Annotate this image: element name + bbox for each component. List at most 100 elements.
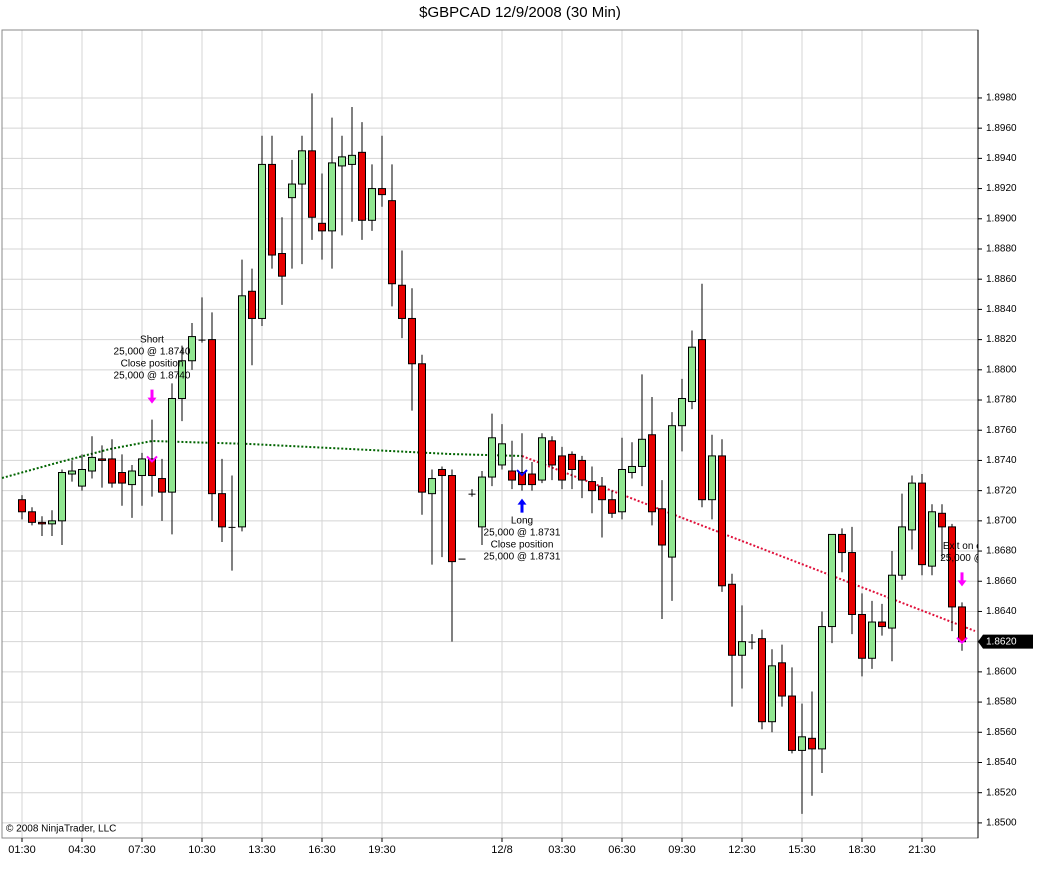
long-trade-line: [521, 455, 976, 632]
candle-body: [948, 526, 956, 608]
candle-body: [288, 183, 296, 199]
y-tick-label: 1.8560: [986, 727, 1017, 738]
candle-body: [958, 606, 966, 643]
candle-body: [348, 154, 356, 165]
y-tick-label: 1.8820: [986, 334, 1017, 345]
y-tick-label: 1.8660: [986, 576, 1017, 587]
trade-label: Exit on c: [943, 541, 981, 552]
candle-body: [508, 470, 516, 481]
candle-body: [778, 662, 786, 697]
trade-label: 25,000 @: [940, 553, 984, 564]
candle-body: [78, 468, 86, 487]
candles: [18, 93, 966, 814]
candle-body: [608, 499, 616, 514]
trade-marker: [146, 455, 158, 463]
x-tick-label: 09:30: [668, 844, 696, 856]
candle-body: [468, 493, 476, 495]
candle-body: [238, 295, 246, 528]
candle-body: [148, 458, 156, 477]
trade-label: 25,000 @ 1.8740: [114, 346, 191, 357]
candle-body: [728, 583, 736, 656]
candle-body: [68, 470, 76, 475]
candle-body: [538, 437, 546, 481]
candle-body: [358, 151, 366, 221]
y-tick-label: 1.8520: [986, 787, 1017, 798]
x-tick-label: 10:30: [188, 844, 216, 856]
y-tick-label: 1.8760: [986, 425, 1017, 436]
trade-arrow: [147, 389, 157, 404]
candle-body: [448, 475, 456, 563]
candle-body: [378, 188, 386, 196]
x-tick-label: 15:30: [788, 844, 816, 856]
candle-body: [308, 150, 316, 218]
candle-body: [758, 638, 766, 723]
y-tick-label: 1.8780: [986, 395, 1017, 406]
x-tick-label: 18:30: [848, 844, 876, 856]
candle-body: [748, 641, 756, 643]
candle-body: [918, 482, 926, 566]
candle-body: [408, 317, 416, 365]
candle-body: [528, 473, 536, 486]
x-tick-label: 21:30: [908, 844, 936, 856]
x-tick-label: 12/8: [491, 844, 512, 856]
candle-body: [788, 695, 796, 751]
last-price-label: 1.8620: [986, 636, 1017, 647]
candle-body: [878, 621, 886, 628]
candle-body: [208, 339, 216, 495]
candle-body: [428, 478, 436, 495]
candle-body: [688, 346, 696, 403]
candle-body: [88, 456, 96, 472]
axis-panel: [978, 30, 1041, 838]
trade-label: Close position: [121, 358, 184, 369]
candle-body: [838, 533, 846, 554]
trade-arrow: [517, 498, 527, 513]
candle-body: [558, 455, 566, 481]
trade-label: 25,000 @ 1.8731: [484, 551, 561, 562]
candle-body: [138, 458, 146, 477]
y-tick-label: 1.8840: [986, 304, 1017, 315]
y-tick-label: 1.8880: [986, 244, 1017, 255]
candle-body: [268, 163, 276, 256]
candle-body: [498, 443, 506, 466]
candle-body: [828, 533, 836, 628]
candle-body: [48, 520, 56, 525]
candle-body: [888, 574, 896, 629]
candle-body: [618, 468, 626, 513]
candle-body: [158, 478, 166, 493]
y-tick-label: 1.8700: [986, 515, 1017, 526]
candle-body: [718, 455, 726, 587]
candle-body: [598, 485, 606, 501]
candle-body: [648, 434, 656, 513]
x-tick-label: 16:30: [308, 844, 336, 856]
candle-body: [98, 458, 106, 461]
candle-body: [328, 162, 336, 232]
axis: 1.8500 1.8520 1.8540 1.8560 1.8580 1.8600 1.86…: [8, 93, 1033, 856]
candle-body: [368, 188, 376, 221]
candle-body: [218, 493, 226, 528]
y-tick-label: 1.8680: [986, 546, 1017, 557]
candle-body: [798, 736, 806, 751]
y-tick-label: 1.8580: [986, 697, 1017, 708]
y-tick-label: 1.8600: [986, 667, 1017, 678]
candle-body: [338, 156, 346, 167]
candle-body: [58, 472, 66, 522]
y-tick-label: 1.8720: [986, 485, 1017, 496]
y-tick-label: 1.8500: [986, 818, 1017, 829]
candle-body: [578, 459, 586, 481]
candle-body: [198, 339, 206, 341]
y-tick-label: 1.8900: [986, 213, 1017, 224]
candle-body: [28, 511, 36, 523]
candle-body: [658, 508, 666, 546]
candle-body: [868, 621, 876, 659]
candle-body: [638, 438, 646, 467]
candle-body: [488, 437, 496, 478]
candle-body: [568, 453, 576, 470]
y-tick-label: 1.8740: [986, 455, 1017, 466]
candle-body: [518, 472, 526, 486]
y-tick-label: 1.8640: [986, 606, 1017, 617]
x-tick-label: 01:30: [8, 844, 36, 856]
short-trade-line: [1, 439, 523, 479]
trade-label: Close position: [491, 539, 554, 550]
